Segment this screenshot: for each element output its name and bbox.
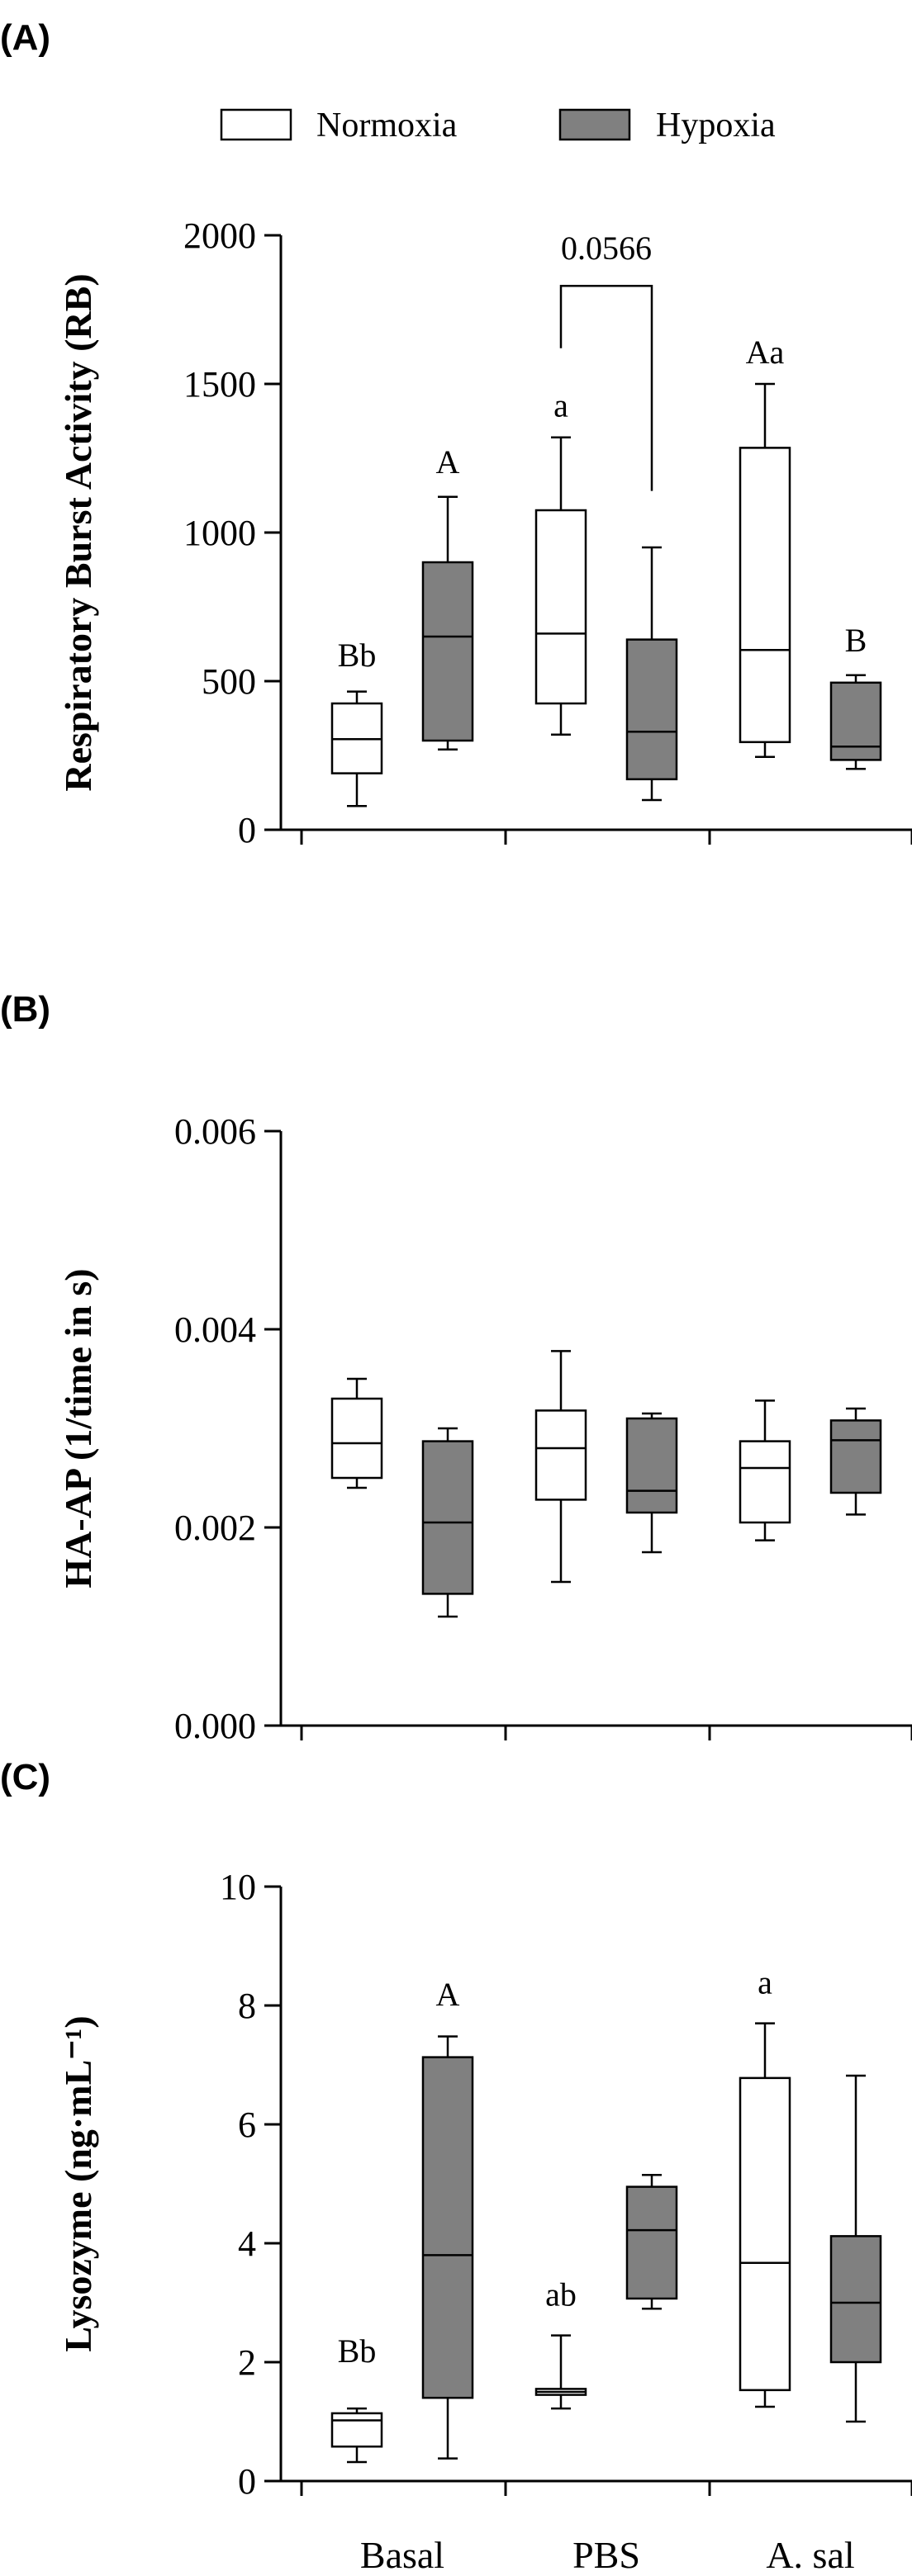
box-body [534, 1409, 587, 1501]
category-labels: Basal PBS A. sal [360, 2534, 855, 2576]
category-label-basal: Basal [360, 2534, 444, 2576]
box-normoxia-a-sal [739, 2022, 791, 2408]
panel-label: (A) [0, 17, 50, 58]
category-label-a-sal: A. sal [766, 2534, 854, 2576]
box-body [739, 1440, 791, 1524]
y-tick-label: 0 [238, 810, 256, 850]
y-tick-label: 0 [238, 2461, 256, 2502]
box-normoxia-a-sal [739, 1399, 791, 1541]
panel-1: (A) 0 500 1000 1500 2000 Respiratory Burst Act… [0, 17, 912, 850]
box-body [625, 638, 678, 781]
y-tick-label: 1000 [183, 513, 256, 553]
significance-label: a [758, 1964, 772, 2001]
box-normoxia-a-sal [739, 382, 791, 759]
box-hypoxia-basal [421, 495, 474, 751]
y-tick-label: 4 [238, 2223, 256, 2264]
box-body [739, 2076, 791, 2392]
panel-2: (B) 0.000 0.002 0.004 0.006 HA-AP (1/time in … [0, 989, 912, 1746]
box-body [829, 2235, 882, 2364]
legend-swatch-normoxia [220, 108, 292, 141]
legend: Normoxia Hypoxia [220, 107, 776, 144]
y-tick-label: 1500 [183, 364, 256, 405]
legend-label-normoxia: Normoxia [316, 107, 458, 144]
category-label-pbs: PBS [572, 2534, 640, 2576]
y-tick-label: 0.004 [174, 1309, 256, 1350]
significance-label: A [436, 443, 460, 481]
box-body [330, 1397, 383, 1480]
y-tick-label: 500 [202, 661, 256, 702]
box-body [829, 1419, 882, 1494]
panels: (A) 0 500 1000 1500 2000 Respiratory Burst Act… [0, 17, 912, 2502]
significance-label: B [845, 622, 867, 659]
box-normoxia-pbs [534, 1350, 587, 1584]
legend-label-hypoxia: Hypoxia [656, 107, 776, 144]
panel-label: (B) [0, 989, 50, 1030]
box-body [330, 2412, 383, 2448]
box-normoxia-basal [330, 690, 383, 807]
box-hypoxia-pbs [625, 2173, 678, 2310]
box-body [421, 1440, 474, 1595]
y-tick-label: 6 [238, 2105, 256, 2145]
p-value-bracket: 0.0566 [559, 230, 653, 491]
y-tick-label: 0.006 [174, 1111, 256, 1152]
y-tick-label: 0.002 [174, 1508, 256, 1548]
box-hypoxia-a-sal [829, 674, 882, 770]
box-normoxia-basal [330, 1377, 383, 1489]
significance-label: A [436, 1976, 460, 2013]
y-axis-title: HA-AP (1/time in s) [57, 1268, 99, 1588]
y-axis-title: Lysozyme (ng·mL⁻¹) [57, 2015, 99, 2351]
y-tick-label: 8 [238, 1986, 256, 2026]
box-body [625, 2185, 678, 2300]
box-hypoxia-pbs [625, 546, 678, 802]
box-hypoxia-a-sal [829, 1407, 882, 1516]
significance-label: Bb [338, 637, 377, 674]
box-normoxia-pbs [534, 2334, 587, 2410]
box-body [625, 1417, 678, 1514]
box-body [829, 681, 882, 761]
y-tick-label: 10 [220, 1867, 256, 1907]
box-normoxia-basal [330, 2407, 383, 2464]
significance-label: ab [545, 2276, 577, 2313]
box-hypoxia-a-sal [829, 2074, 882, 2423]
box-body [421, 2056, 474, 2399]
box-body [534, 509, 587, 705]
p-value-label: 0.0566 [561, 230, 652, 267]
y-tick-label: 0.000 [174, 1706, 256, 1746]
panel-3: (C) 0 2 4 6 8 10 Lysozyme (ng·mL⁻¹) Bb Aab a [0, 1757, 912, 2502]
box-hypoxia-basal [421, 1427, 474, 1618]
box-body [421, 561, 474, 742]
significance-label: Aa [746, 334, 785, 371]
box-normoxia-pbs [534, 436, 587, 736]
significance-label: a [553, 387, 568, 424]
y-tick-label: 2 [238, 2342, 256, 2383]
box-hypoxia-basal [421, 2035, 474, 2460]
box-hypoxia-pbs [625, 1412, 678, 1554]
panel-label: (C) [0, 1757, 50, 1797]
box-body [739, 447, 791, 744]
bracket-line [559, 284, 653, 491]
y-axis-title: Respiratory Burst Activity (RB) [57, 273, 99, 791]
legend-swatch-hypoxia [558, 108, 631, 141]
y-tick-label: 2000 [183, 215, 256, 256]
significance-label: Bb [338, 2332, 377, 2370]
